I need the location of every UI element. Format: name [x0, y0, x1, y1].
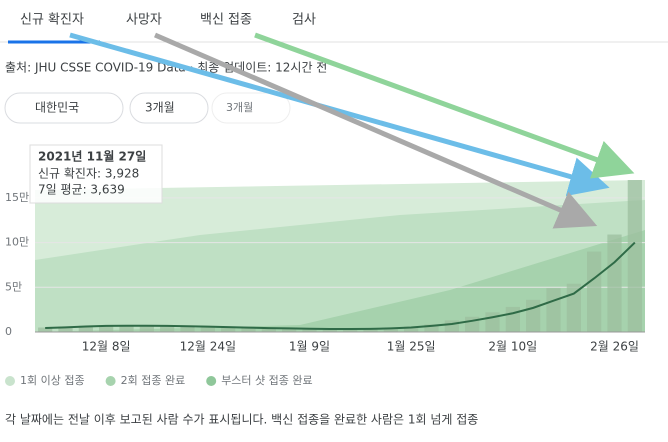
tooltip-row: 신규 확진자: 3,928 [38, 167, 139, 181]
bar [180, 326, 195, 332]
filter-pill[interactable] [211, 92, 291, 124]
annotation-arrow [154, 32, 598, 229]
vaccine-area [35, 230, 645, 332]
bar [38, 327, 53, 332]
bar [99, 325, 114, 332]
bar [587, 251, 602, 332]
y-tick-label: 0 [5, 325, 12, 338]
tab[interactable]: 사망자 [126, 13, 162, 28]
bar [221, 327, 236, 332]
bar [444, 320, 459, 332]
bar [282, 328, 297, 332]
bar [383, 328, 398, 332]
y-tick-label: 10만 [5, 236, 29, 249]
source: 출처: JHU CSSE COVID-19 Data · 최종 업데이트: 12… [5, 61, 327, 75]
bar [546, 288, 561, 332]
tab[interactable]: 신규 확진자 [20, 13, 84, 28]
tab[interactable]: 검사 [292, 13, 316, 28]
tooltip-date: 2021년 11월 27일 [38, 149, 146, 164]
x-tick-label: 1월 25일 [387, 340, 436, 354]
bar [200, 326, 215, 332]
filter-pill[interactable] [4, 92, 124, 124]
x-tick-label: 2월 26일 [590, 340, 639, 354]
bar [363, 328, 378, 332]
bar [343, 329, 358, 332]
x-tick-label: 2월 10일 [488, 340, 537, 354]
filter[interactable]: 3개월 [226, 101, 253, 114]
legend-label: 부스터 샷 접종 완료 [221, 374, 312, 387]
footer: 각 날짜에는 전날 이후 보고된 사람 수가 표시됩니다. 백신 접종을 완료한… [5, 413, 478, 427]
bar [322, 329, 337, 332]
y-tick-label: 15만 [5, 191, 29, 204]
bar [627, 180, 642, 332]
legend-swatch [105, 376, 116, 386]
average-line [45, 241, 636, 331]
filter[interactable]: 대한민국 [35, 101, 79, 115]
bar [607, 234, 622, 332]
bar [261, 328, 276, 332]
bar [302, 328, 317, 332]
legend-label: 1회 이상 접종 [20, 374, 85, 387]
x-tick-label: 1월 9일 [289, 340, 330, 354]
filter-pill[interactable] [129, 92, 209, 124]
bar [241, 327, 256, 332]
bar [119, 325, 134, 332]
bar [505, 306, 520, 332]
tooltip-row: 7일 평균: 3,639 [38, 183, 125, 197]
bar [526, 299, 541, 332]
tooltip [29, 144, 163, 204]
legend-label: 2회 접종 완료 [121, 374, 186, 387]
annotation-arrow [69, 32, 610, 197]
y-tick-label: 5만 [5, 280, 22, 293]
bar [404, 326, 419, 332]
annotation-arrow [254, 32, 635, 179]
tab[interactable]: 백신 접종 [200, 13, 252, 28]
bar [78, 325, 93, 332]
legend-swatch [206, 376, 217, 386]
bar [139, 325, 154, 332]
x-tick-label: 12월 24일 [180, 340, 236, 354]
bar [160, 326, 175, 332]
legend-swatch [5, 376, 15, 386]
filter[interactable]: 3개월 [145, 101, 175, 115]
bar [58, 326, 73, 332]
bar [424, 324, 439, 332]
x-tick-label: 12월 8일 [82, 340, 131, 354]
